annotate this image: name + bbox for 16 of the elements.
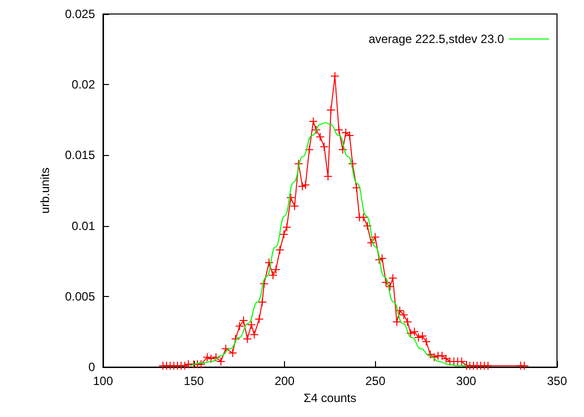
y-tick-label: 0.01 [72,218,96,233]
y-tick-label: 0.015 [64,148,96,162]
y-tick-label: 0.025 [64,7,96,21]
x-tick-label: 200 [274,374,295,388]
line-series [190,122,467,366]
y-tick-label: 0 [88,360,96,374]
x-axis-title: Σ4 counts [304,391,356,405]
legend-label: average 222.5,stdev 23.0 [368,32,504,46]
x-tick-label: 100 [92,374,114,388]
y-axis-title: urb.units [38,168,52,214]
x-tick-label: 250 [365,374,386,388]
x-tick-label: 300 [456,374,477,388]
y-tick-label: 0.005 [64,289,96,304]
x-tick-label: 350 [546,374,568,388]
y-tick-label: 0.02 [72,78,96,92]
x-tick-label: 150 [184,374,204,388]
